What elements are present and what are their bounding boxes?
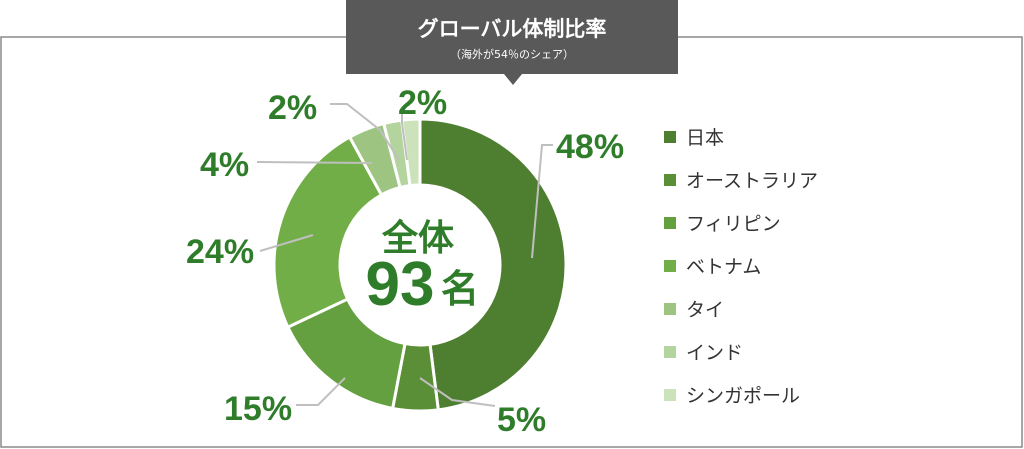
legend-item-japan: 日本 xyxy=(664,127,724,149)
leader-line-australia xyxy=(419,377,496,407)
legend-label-singapore: シンガポール xyxy=(686,385,800,407)
leader-line-vietnam xyxy=(259,234,314,252)
donut-slice-singapore xyxy=(400,117,422,188)
legend-swatch-singapore xyxy=(664,389,676,401)
pct-label-japan: 48% xyxy=(556,128,624,166)
title-banner-box xyxy=(346,0,678,74)
legend-label-australia: オーストラリア xyxy=(686,170,818,192)
center-unit: 名 xyxy=(441,267,479,311)
leader-line-singapore xyxy=(401,113,408,161)
donut-slices xyxy=(272,117,568,413)
legend-item-vietnam: ベトナム xyxy=(664,256,761,278)
chart-subtitle: （海外が54％のシェア） xyxy=(450,47,574,61)
legend-swatch-thailand xyxy=(664,303,676,315)
center-label: 全体 xyxy=(381,217,454,259)
title-banner-pointer xyxy=(504,74,522,85)
legend-swatch-philippines xyxy=(664,217,676,229)
legend-label-japan: 日本 xyxy=(686,127,724,149)
donut-slice-japan xyxy=(418,117,568,412)
pct-label-vietnam: 24% xyxy=(186,233,254,271)
legend-item-thailand: タイ xyxy=(664,299,724,321)
legend-swatch-japan xyxy=(664,131,676,143)
center-total: 全体 93 名 xyxy=(366,217,479,319)
legend-label-philippines: フィリピン xyxy=(686,213,781,235)
legend-label-india: インド xyxy=(686,342,743,364)
legend-label-vietnam: ベトナム xyxy=(686,256,761,278)
legend-item-philippines: フィリピン xyxy=(664,213,781,235)
legend-swatch-india xyxy=(664,346,676,358)
leader-line-thailand xyxy=(256,161,373,164)
center-number: 93 xyxy=(366,250,435,319)
pct-label-thailand: 4% xyxy=(200,146,249,184)
legend-item-singapore: シンガポール xyxy=(664,385,800,407)
pct-label-australia: 5% xyxy=(497,401,546,439)
leader-lines xyxy=(256,103,553,407)
legend-item-india: インド xyxy=(664,342,743,364)
leader-line-india xyxy=(330,103,400,161)
pct-label-india: 2% xyxy=(268,89,317,127)
legend-item-australia: オーストラリア xyxy=(664,170,818,192)
donut-slice-vietnam xyxy=(272,135,384,330)
chart-title: グローバル体制比率 xyxy=(418,17,607,41)
leader-line-japan xyxy=(531,144,553,259)
pct-label-singapore: 2% xyxy=(398,84,447,122)
title-banner: グローバル体制比率 （海外が54％のシェア） xyxy=(346,0,678,85)
pct-label-philippines: 15% xyxy=(224,390,292,428)
percent-labels: 48% 5% 15% 24% 4% 2% 2% xyxy=(186,84,624,439)
leader-line-philippines xyxy=(296,377,346,406)
legend-swatch-vietnam xyxy=(664,260,676,272)
legend-label-thailand: タイ xyxy=(686,299,724,321)
legend-swatch-australia xyxy=(664,174,676,186)
